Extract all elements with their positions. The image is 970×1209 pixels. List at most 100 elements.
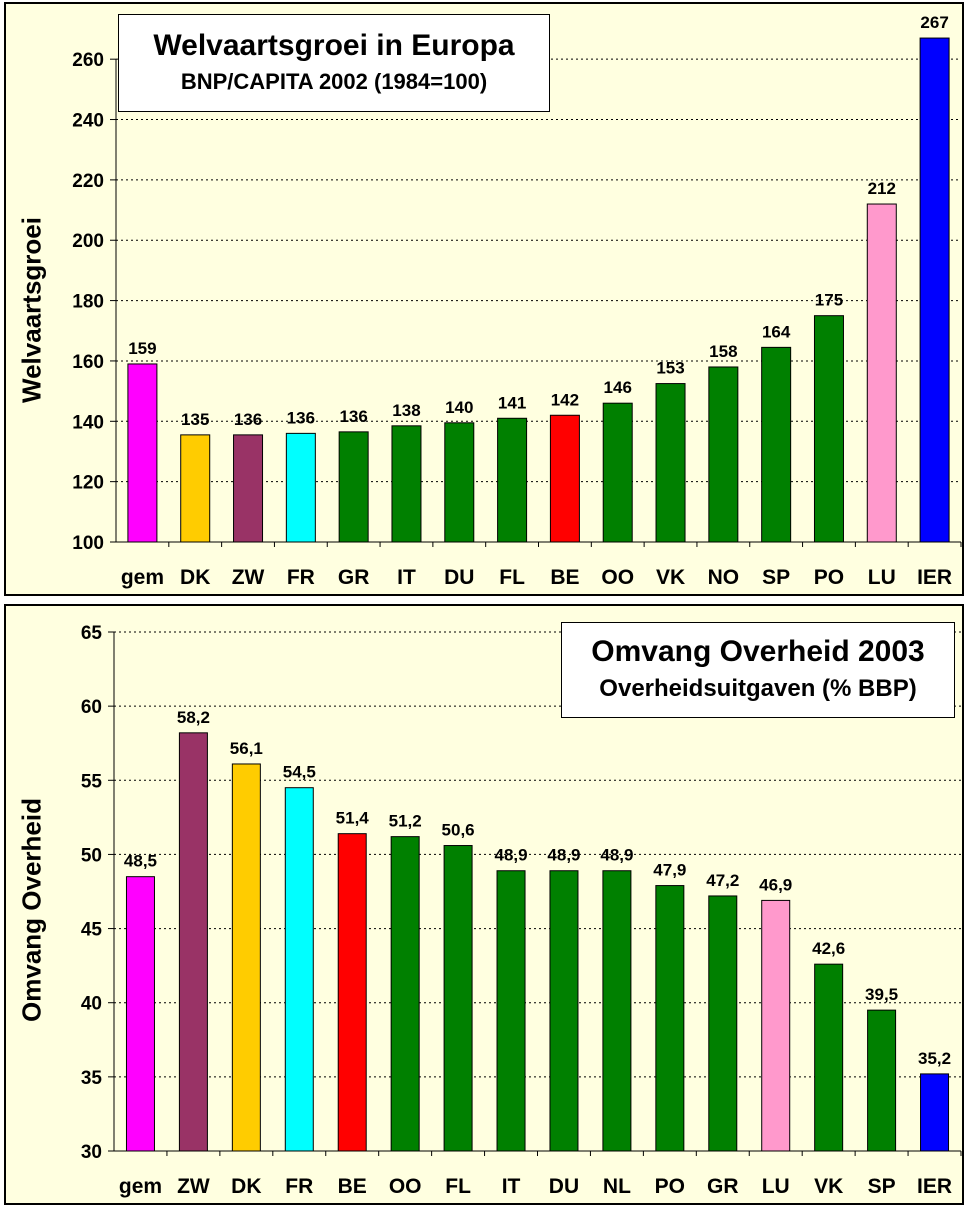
y-tick-label: 120 xyxy=(72,473,104,494)
welvaartsgroei-title-box: Welvaartsgroei in Europa BNP/CAPITA 2002… xyxy=(118,14,550,112)
data-label: 51,4 xyxy=(336,809,370,828)
data-label: 212 xyxy=(868,179,896,198)
x-tick-label: DU xyxy=(444,566,474,589)
bar xyxy=(337,833,367,1152)
y-tick-label: 220 xyxy=(72,171,104,192)
y-tick-label: 60 xyxy=(81,697,102,718)
data-label: 48,9 xyxy=(494,846,527,865)
y-tick-label: 160 xyxy=(72,352,104,373)
x-tick-label: SP xyxy=(762,566,790,589)
data-label: 267 xyxy=(920,13,948,32)
data-label: 47,9 xyxy=(653,861,686,880)
data-label: 146 xyxy=(604,378,632,397)
data-label: 48,5 xyxy=(124,852,157,871)
data-label: 136 xyxy=(287,408,315,427)
bar xyxy=(443,845,473,1152)
bar xyxy=(285,432,316,543)
omvang-overheid-chart: 30 35 40 45 50 55 60 65 gem 48,5 ZW 58,2 DK 56,1 FR 54,… xyxy=(81,623,962,1198)
bar xyxy=(814,963,844,1152)
data-label: 153 xyxy=(656,359,684,378)
y-tick-label: 200 xyxy=(72,231,104,252)
data-label: 164 xyxy=(762,322,791,341)
data-label: 51,2 xyxy=(389,812,422,831)
data-label: 48,9 xyxy=(547,846,580,865)
y-tick-label: 100 xyxy=(72,533,104,554)
x-tick-label: FR xyxy=(285,1175,313,1198)
bar xyxy=(549,870,579,1152)
x-tick-label: DU xyxy=(549,1175,579,1198)
x-tick-label: OO xyxy=(389,1175,422,1198)
y-axis-label: Omvang Overheid xyxy=(16,798,47,1022)
x-tick-label: PO xyxy=(655,1175,685,1198)
chart-title: Welvaartsgroei in Europa xyxy=(153,29,515,62)
bar xyxy=(338,431,369,543)
data-label: 140 xyxy=(445,398,473,417)
bar xyxy=(655,885,685,1152)
x-tick-label: IER xyxy=(917,566,952,589)
data-label: 158 xyxy=(709,342,737,361)
y-tick-label: 45 xyxy=(81,920,103,941)
x-tick-label: ZW xyxy=(177,1175,210,1198)
x-tick-label: LU xyxy=(868,566,896,589)
data-label: 138 xyxy=(392,401,420,420)
x-tick-label: FL xyxy=(499,566,525,589)
x-tick-label: OO xyxy=(601,566,634,589)
bar xyxy=(233,434,264,543)
y-tick-label: 65 xyxy=(81,623,103,644)
welvaartsgroei-chart: 100 120 140 160 180 200 220 240 260 gem 159 DK 135 ZW… xyxy=(72,13,962,589)
data-label: 39,5 xyxy=(865,985,898,1004)
x-tick-label: SP xyxy=(868,1175,896,1198)
y-tick-label: 35 xyxy=(81,1068,103,1089)
bar xyxy=(708,895,738,1152)
data-label: 142 xyxy=(551,390,579,409)
x-tick-label: IT xyxy=(502,1175,521,1198)
x-tick-label: DK xyxy=(180,566,210,589)
omvang-overheid-title-box: Omvang Overheid 2003 Overheidsuitgaven (… xyxy=(561,622,955,718)
bar xyxy=(655,383,686,543)
y-tick-label: 240 xyxy=(72,111,104,132)
data-label: 135 xyxy=(181,410,209,429)
bar xyxy=(761,346,792,543)
bar xyxy=(284,787,314,1152)
x-tick-label: PO xyxy=(814,566,844,589)
bar xyxy=(231,763,261,1152)
data-label: 50,6 xyxy=(442,821,475,840)
bar xyxy=(549,414,580,543)
x-tick-label: GR xyxy=(707,1175,739,1198)
bar xyxy=(920,1073,950,1152)
x-tick-label: LU xyxy=(762,1175,790,1198)
bar xyxy=(444,422,475,543)
y-tick-label: 260 xyxy=(72,50,104,71)
bar xyxy=(866,203,897,543)
bar xyxy=(127,363,158,543)
y-tick-label: 140 xyxy=(72,412,104,433)
data-label: 54,5 xyxy=(283,763,316,782)
chart-subtitle: BNP/CAPITA 2002 (1984=100) xyxy=(180,69,488,94)
y-tick-label: 40 xyxy=(81,994,102,1015)
bar xyxy=(391,425,422,543)
bar xyxy=(761,899,791,1152)
data-label: 35,2 xyxy=(918,1049,951,1068)
x-tick-label: DK xyxy=(231,1175,261,1198)
data-label: 159 xyxy=(128,339,156,358)
bar xyxy=(813,315,844,543)
x-tick-label: gem xyxy=(119,1175,162,1198)
x-tick-label: BE xyxy=(550,566,579,589)
omvang-overheid-chart-panel: 30 35 40 45 50 55 60 65 gem 48,5 ZW 58,2 DK 56,1 FR 54,… xyxy=(4,604,964,1205)
data-label: 136 xyxy=(339,407,367,426)
x-tick-label: gem xyxy=(121,566,164,589)
bar xyxy=(125,876,155,1152)
x-tick-label: NL xyxy=(603,1175,631,1198)
x-tick-label: FL xyxy=(445,1175,471,1198)
data-label: 136 xyxy=(234,410,262,429)
x-tick-label: VK xyxy=(814,1175,843,1198)
data-label: 56,1 xyxy=(230,739,263,758)
bar xyxy=(497,417,528,543)
bar xyxy=(390,836,420,1152)
y-axis-label: Welvaartsgroei xyxy=(16,217,47,403)
y-tick-label: 55 xyxy=(81,771,103,792)
bar xyxy=(180,434,211,543)
x-tick-label: IER xyxy=(917,1175,952,1198)
y-tick-label: 180 xyxy=(72,292,104,313)
x-tick-label: NO xyxy=(708,566,740,589)
